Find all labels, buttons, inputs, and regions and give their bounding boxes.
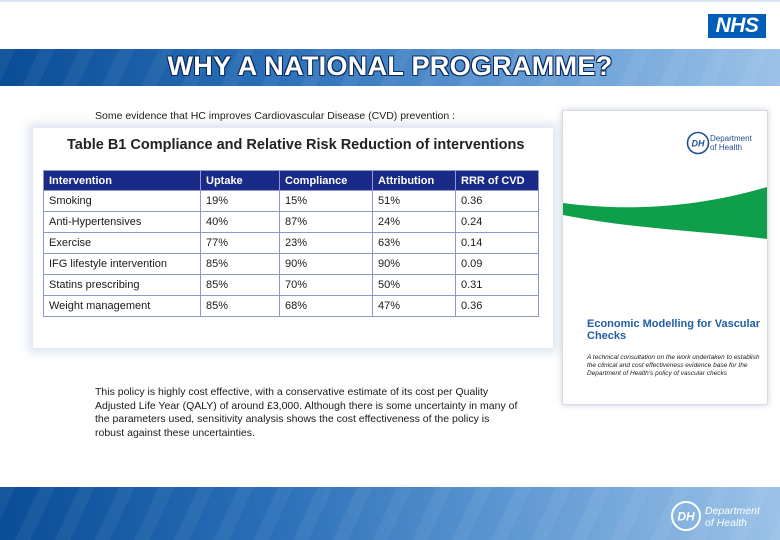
report-cover: DH Department of Health Economic Modelli… [562,110,768,405]
cover-logo-mark: DH [692,139,705,149]
bottom-band [0,487,780,540]
table-row: Exercise 77% 23% 63% 0.14 [43,232,539,254]
table-row: IFG lifestyle intervention 85% 90% 90% 0… [43,253,539,275]
cover-description: A technical consultation on the work und… [587,354,760,377]
footer-logo-text: Department of Health [705,505,760,529]
table-cell: 24% [372,211,456,233]
table-cell: 51% [372,190,456,212]
table-row: Statins prescribing 85% 70% 50% 0.31 [43,274,539,296]
table-cell: 85% [200,274,280,296]
table-cell: 23% [279,232,373,254]
table-cell: Statins prescribing [43,274,201,296]
table-cell: 87% [279,211,373,233]
table-row: Anti-Hypertensives 40% 87% 24% 0.24 [43,211,539,233]
table-cell: 68% [279,295,373,317]
interventions-table: Intervention Uptake Compliance Attributi… [43,170,539,317]
table-cell: Exercise [43,232,201,254]
table-cell: 40% [200,211,280,233]
page-title: WHY A NATIONAL PROGRAMME? [167,51,613,81]
cover-title: Economic Modelling for Vascular Checks [587,318,760,342]
table-cell: 0.24 [455,211,539,233]
top-rule [0,0,780,2]
table-cell: 70% [279,274,373,296]
column-header: Attribution [372,170,456,191]
table-cell: 47% [372,295,456,317]
table-cell: 19% [200,190,280,212]
title-band [0,49,780,86]
column-header: Uptake [200,170,280,191]
table-cell: 50% [372,274,456,296]
table-cell: 90% [279,253,373,275]
dh-logo-icon: DH [686,131,710,155]
table-cell: Weight management [43,295,201,317]
table-cell: Smoking [43,190,201,212]
footer-logo-line: Department [705,505,760,517]
table-cell: 90% [372,253,456,275]
table-cell: 85% [200,253,280,275]
table-row: Smoking 19% 15% 51% 0.36 [43,190,539,212]
table-panel: Table B1 Compliance and Relative Risk Re… [33,128,553,348]
green-swoosh [563,187,767,239]
table-cell: 0.14 [455,232,539,254]
table-cell: Anti-Hypertensives [43,211,201,233]
table-header-row: Intervention Uptake Compliance Attributi… [43,170,539,191]
table-cell: 85% [200,295,280,317]
table-cell: 15% [279,190,373,212]
table-title: Table B1 Compliance and Relative Risk Re… [67,137,525,153]
footer-logo-line: of Health [705,516,748,529]
policy-text: This policy is highly cost effective, wi… [95,386,518,439]
nhs-logo: NHS [708,14,766,38]
table-cell: IFG lifestyle intervention [43,253,201,275]
cover-logo-text: Department of Health [710,134,752,152]
table-cell: 77% [200,232,280,254]
table-cell: 0.36 [455,295,539,317]
table-cell: 63% [372,232,456,254]
footer-logo-mark: DH [677,510,695,524]
table-row: Weight management 85% 68% 47% 0.36 [43,295,539,317]
cover-logo-line: Department [710,134,752,143]
dh-logo-icon: DH [671,501,701,531]
table-cell: 0.31 [455,274,539,296]
table-cell: 0.09 [455,253,539,275]
column-header: Compliance [279,170,373,191]
column-header: RRR of CVD [455,170,539,191]
column-header: Intervention [43,170,201,191]
evidence-intro: Some evidence that HC improves Cardiovas… [95,110,456,122]
table-cell: 0.36 [455,190,539,212]
cover-logo-line: of Health [710,143,743,152]
